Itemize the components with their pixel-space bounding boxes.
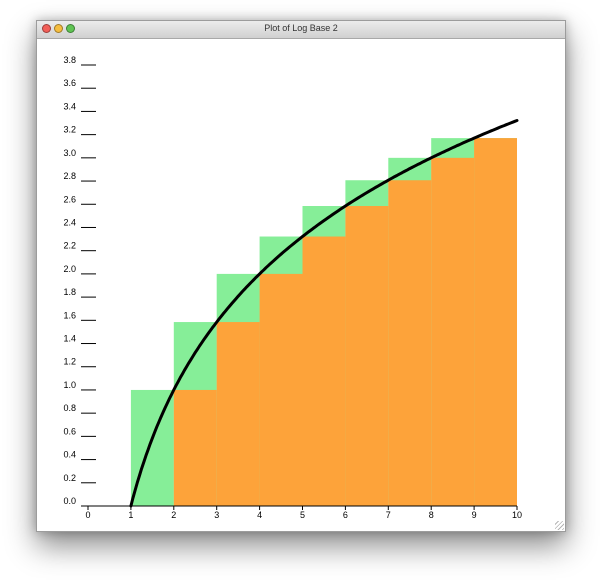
- y-tick-label-3.6: 3.6: [63, 78, 76, 88]
- y-tick-label-0.2: 0.2: [63, 473, 76, 483]
- y-tick-label-1.4: 1.4: [63, 334, 76, 344]
- x-tick-label-6: 6: [343, 510, 348, 520]
- lower-bar-2: [173, 389, 217, 506]
- log-base-2-plot: 0 1 2 3 4 5 6 7 8 9 10 0.0 0.2 0.4 0.6 0.8 1.0 1.2 1.4 1.6 1…: [63, 55, 522, 520]
- y-tick-label-3.8: 3.8: [63, 55, 76, 65]
- upper-bar-1: [130, 389, 174, 506]
- x-tick-label-2: 2: [171, 510, 176, 520]
- lower-bar-3: [216, 322, 260, 506]
- y-tick-label-2.4: 2.4: [63, 217, 76, 227]
- y-tick-label-1.2: 1.2: [63, 357, 76, 367]
- app-window: Plot of Log Base 2 0 1 2 3 4 5 6 7 8 9 10 0.0 0.2 0.4…: [36, 20, 566, 532]
- y-tick-label-1.8: 1.8: [63, 287, 76, 297]
- y-tick-label-0.6: 0.6: [63, 426, 76, 436]
- window-title: Plot of Log Base 2: [264, 23, 338, 33]
- title-bar[interactable]: Plot of Log Base 2: [37, 21, 565, 39]
- lower-bar-4: [259, 273, 303, 506]
- x-tick-label-1: 1: [128, 510, 133, 520]
- window-resize-grip[interactable]: [555, 521, 564, 530]
- lower-bar-8: [431, 157, 475, 506]
- x-tick-label-10: 10: [512, 510, 522, 520]
- minimize-window-button[interactable]: [54, 24, 63, 33]
- x-tick-label-4: 4: [257, 510, 262, 520]
- log2-curve: [129, 119, 519, 508]
- y-tick-label-3.2: 3.2: [63, 125, 76, 135]
- y-tick-label-0.8: 0.8: [63, 403, 76, 413]
- x-tick-label-7: 7: [386, 510, 391, 520]
- zoom-window-button[interactable]: [66, 24, 75, 33]
- y-tick-label-2.6: 2.6: [63, 194, 76, 204]
- x-tick-label-5: 5: [300, 510, 305, 520]
- close-window-button[interactable]: [42, 24, 51, 33]
- y-tick-label-3.4: 3.4: [63, 101, 76, 111]
- x-tick-label-3: 3: [214, 510, 219, 520]
- y-tick-label-1.6: 1.6: [63, 310, 76, 320]
- lower-bar-7: [388, 180, 432, 506]
- lower-bar-9: [474, 138, 517, 506]
- y-tick-label-2.8: 2.8: [63, 171, 76, 181]
- x-tick-label-8: 8: [429, 510, 434, 520]
- x-tick-label-9: 9: [472, 510, 477, 520]
- y-tick-label-2.2: 2.2: [63, 241, 76, 251]
- x-tick-label-0: 0: [85, 510, 90, 520]
- lower-bar-5: [302, 236, 346, 506]
- axes-layer: 0 1 2 3 4 5 6 7 8 9 10 0.0 0.2 0.4 0.6 0.8 1.0 1.2 1.4 1.6 1…: [63, 55, 522, 520]
- y-tick-label-1.0: 1.0: [63, 380, 76, 390]
- y-tick-label-0.0: 0.0: [63, 496, 76, 506]
- y-tick-label-2.0: 2.0: [63, 264, 76, 274]
- y-tick-label-0.4: 0.4: [63, 450, 76, 460]
- lower-bars-layer: [173, 138, 517, 506]
- y-tick-label-3.0: 3.0: [63, 148, 76, 158]
- lower-bar-6: [345, 206, 389, 506]
- curve-layer: [129, 119, 519, 508]
